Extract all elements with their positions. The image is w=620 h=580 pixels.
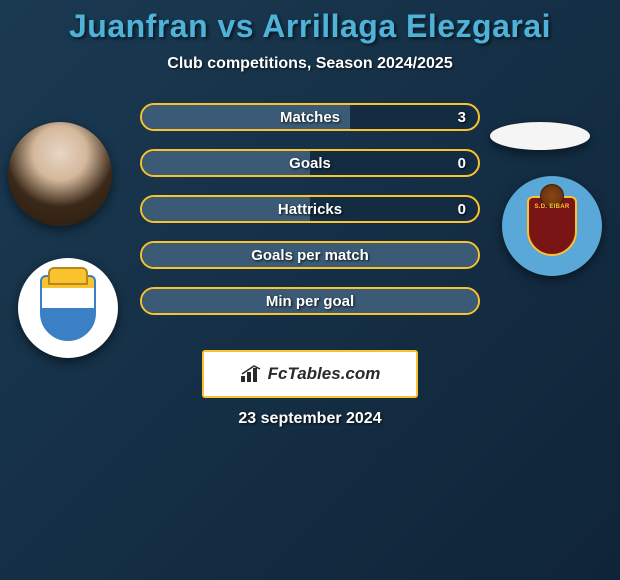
player-left-avatar [8,122,112,226]
stat-row: Goals per match [140,241,480,269]
stat-row: Hattricks 0 [140,195,480,223]
stat-label: Goals per match [251,247,369,264]
oviedo-crest-icon [40,275,96,341]
player-right-avatar [490,122,590,150]
stat-fill [142,151,310,175]
stat-bars: Matches 3 Goals 0 Hattricks 0 Goals per match M… [140,103,480,333]
date-text: 23 september 2024 [238,410,381,428]
stat-row: Min per goal [140,287,480,315]
stat-value: 0 [458,155,466,172]
stat-label: Hattricks [278,201,342,218]
chart-icon [240,365,262,383]
stat-value: 0 [458,201,466,218]
stat-label: Matches [280,109,340,126]
stat-row: Matches 3 [140,103,480,131]
stat-value: 3 [458,109,466,126]
watermark-text: FcTables.com [268,364,381,384]
club-left-logo [18,258,118,358]
watermark: FcTables.com [202,350,418,398]
stat-label: Goals [289,155,331,172]
subtitle: Club competitions, Season 2024/2025 [0,55,620,73]
eibar-crest-icon [527,196,577,256]
stat-row: Goals 0 [140,149,480,177]
page-title: Juanfran vs Arrillaga Elezgarai [0,0,620,45]
club-right-logo [502,176,602,276]
stat-label: Min per goal [266,293,354,310]
